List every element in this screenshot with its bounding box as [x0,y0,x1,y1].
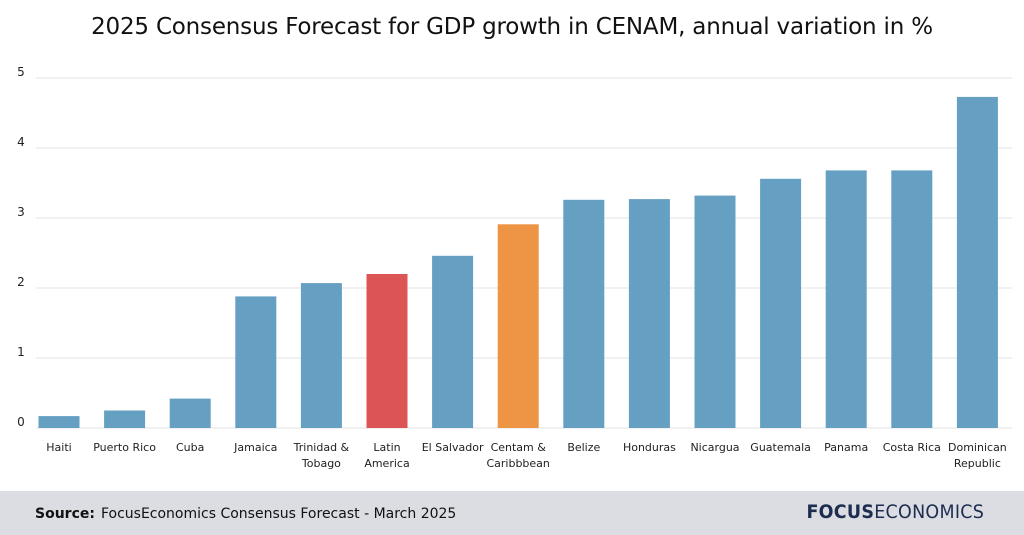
y-tick-label: 2 [17,275,25,289]
bar-costa-rica [891,170,933,428]
x-tick-label: Nicargua [690,441,739,454]
y-tick-label: 0 [17,415,25,429]
bar-honduras [628,199,670,428]
bar-el-salvador [432,255,474,428]
bar-belize [563,199,605,428]
focuseconomics-logo: FOCUSECONOMICS [806,501,984,523]
x-tick-label: Centam & Caribbbean [486,441,549,470]
x-tick-label: Guatemala [750,441,811,454]
x-tick-label: Jamaica [233,441,277,454]
chart-title: 2025 Consensus Forecast for GDP growth i… [91,14,933,40]
logo-bold: FOCUS [806,501,875,523]
bar-haiti [38,416,80,428]
footer: Source: FocusEconomics Consensus Forecast… [0,491,1024,535]
y-tick-label: 5 [17,65,25,79]
bars [38,96,998,429]
x-tick-label: Haiti [46,441,71,454]
y-tick-label: 1 [17,345,25,359]
x-tick-label: Trinidad & Tobago [293,441,350,470]
x-tick-label: Puerto Rico [93,441,156,454]
x-tick-label: Cuba [176,441,204,454]
bar-guatemala [760,178,802,428]
x-tick-label: Dominican Republic [948,441,1007,470]
bar-puerto-rico [104,410,146,428]
x-tick-label: Honduras [623,441,676,454]
bar-cuba [169,398,211,428]
x-tick-label: Panama [824,441,868,454]
x-tick-label: El Salvador [422,441,484,454]
bar-jamaica [235,296,277,428]
bar-panama [825,170,867,428]
x-tick-label: Costa Rica [883,441,941,454]
y-tick-label: 3 [17,205,25,219]
bar-chart: 0 1 2 3 4 5 Haiti Puerto Rico Cuba Jamaica Trinid… [17,65,1012,470]
bar-centam-caribbbean [497,224,539,428]
logo-light: ECONOMICS [874,501,984,523]
bar-trinidad-tobago [300,283,342,428]
y-axis-ticks: 0 1 2 3 4 5 [17,65,25,429]
source-text: FocusEconomics Consensus Forecast - Marc… [100,506,457,522]
bar-nicargua [694,195,736,428]
bar-dominican-republic [956,96,998,429]
y-tick-label: 4 [17,135,25,149]
bar-latin-america [366,274,408,428]
x-tick-label: Belize [567,441,600,454]
source-note: Source: FocusEconomics Consensus Forecast… [35,506,456,522]
x-tick-label: Latin America [364,441,409,470]
source-label: Source: [35,506,95,522]
x-axis-labels: Haiti Puerto Rico Cuba Jamaica Trinidad & Tob… [46,441,1007,470]
